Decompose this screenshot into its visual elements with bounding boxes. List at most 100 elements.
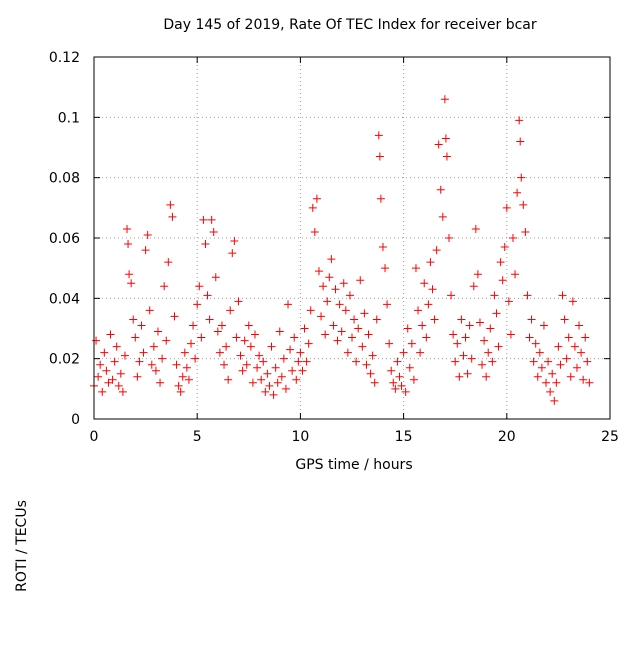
data-point [195,282,204,291]
data-point [488,357,497,366]
y-tick-label: 0.02 [49,352,80,368]
data-point [267,342,276,351]
data-point [550,396,559,405]
data-point [286,345,295,354]
y-tick-label: 0.06 [49,231,80,247]
data-point [149,342,158,351]
data-point [478,360,487,369]
y-tick-label: 0.12 [49,50,80,66]
data-point [98,387,107,396]
data-point [323,297,332,306]
data-point [519,200,528,209]
data-point [405,363,414,372]
data-point [409,375,418,384]
x-tick-label: 20 [498,429,516,445]
data-point [416,348,425,357]
data-point [238,366,247,375]
data-point [523,291,532,300]
data-point [197,333,206,342]
x-tick-label: 5 [193,429,202,445]
data-point [226,306,235,315]
data-point [554,342,563,351]
data-point [496,258,505,267]
data-point [176,387,185,396]
data-point [92,336,101,345]
data-point [449,330,458,339]
data-point [153,327,162,336]
data-point [376,194,385,203]
data-point [572,363,581,372]
data-point [217,321,226,330]
data-point [517,173,526,182]
data-point [100,348,109,357]
data-point [575,321,584,330]
data-point [288,366,297,375]
data-point [317,312,326,321]
data-point [129,315,138,324]
data-point [308,203,317,212]
data-point [539,321,548,330]
data-point [401,387,410,396]
data-point [451,357,460,366]
data-point [327,255,336,264]
data-point [414,306,423,315]
data-point [123,224,132,233]
data-point [273,378,282,387]
data-point [310,227,319,236]
data-point [215,348,224,357]
data-point [259,357,268,366]
data-point [112,342,121,351]
data-point [156,378,165,387]
data-point [246,342,255,351]
data-point [525,333,534,342]
x-tick-label: 0 [90,429,99,445]
data-point [430,315,439,324]
data-point [537,363,546,372]
data-point [158,354,167,363]
data-point [389,378,398,387]
data-point [335,300,344,309]
data-point [193,300,202,309]
data-point [189,321,198,330]
data-point [356,276,365,285]
data-point [325,273,334,282]
data-point [341,306,350,315]
data-point [124,240,133,249]
data-point [184,375,193,384]
data-point [333,336,342,345]
data-point [562,354,571,363]
data-point [533,372,542,381]
data-point [253,363,262,372]
y-tick-label: 0.04 [49,291,80,307]
data-point [207,215,216,224]
data-point [581,333,590,342]
data-point [228,249,237,258]
data-point [375,152,384,161]
data-point [234,297,243,306]
data-point [564,333,573,342]
x-axis-label: GPS time / hours [295,457,413,473]
data-point [570,342,579,351]
data-point [166,200,175,209]
data-point [304,339,313,348]
data-point [381,264,390,273]
data-point [201,240,210,249]
data-point [407,339,416,348]
data-point [162,336,171,345]
data-point [104,378,113,387]
data-point [337,327,346,336]
data-point [441,134,450,143]
data-point [516,137,525,146]
data-point [358,342,367,351]
x-tick-label: 10 [291,429,309,445]
data-point [116,369,125,378]
data-point [306,306,315,315]
data-point [368,351,377,360]
data-point [515,116,524,125]
data-point [236,351,245,360]
grid [94,57,610,419]
data-point [269,390,278,399]
data-point [329,321,338,330]
data-point [257,375,266,384]
data-point [364,330,373,339]
